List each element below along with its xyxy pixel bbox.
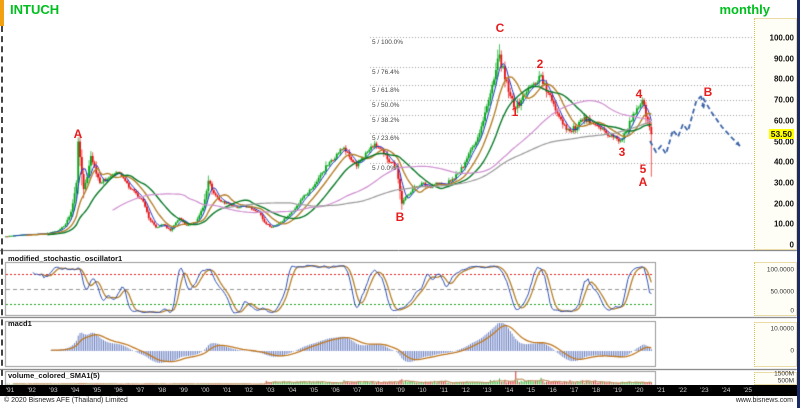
year-label: '93 bbox=[49, 387, 58, 394]
time-axis[interactable]: '91 '92 '93 '94 '95 '96 '97 '98 '99 '00 '01 '02 '03 '… bbox=[0, 385, 797, 396]
price-tick: 50.00 bbox=[773, 137, 794, 146]
price-tick: 20.00 bbox=[773, 199, 794, 209]
wave-label-C: C bbox=[495, 21, 505, 35]
volume-scale-tick: 1500M bbox=[774, 370, 794, 378]
macd-scale[interactable] bbox=[754, 322, 797, 367]
volume-panel-label: volume_colored_SMA1(5) bbox=[8, 370, 100, 380]
symbol-title: INTUCH bbox=[10, 2, 60, 17]
year-label: '91 bbox=[5, 387, 15, 394]
year-label: '04 bbox=[287, 387, 297, 394]
wave-label-4: 4 bbox=[635, 87, 643, 101]
window-corner-accent bbox=[0, 0, 4, 26]
price-tick: 100.00 bbox=[769, 33, 794, 43]
fibonacci-level-label: 5 / 61.8% bbox=[372, 87, 400, 95]
wave-label-B: B bbox=[703, 85, 713, 99]
stochastic-scale-tick: 0 bbox=[790, 307, 794, 315]
copyright-text: © 2020 Bisnews AFE (Thailand) Limited bbox=[4, 397, 128, 404]
year-label: '10 bbox=[418, 387, 427, 394]
year-label: '98 bbox=[157, 387, 167, 394]
window-right-border bbox=[797, 0, 800, 408]
stochastic-scale[interactable] bbox=[754, 262, 797, 316]
year-label: '11 bbox=[440, 387, 448, 394]
year-label: '06 bbox=[331, 387, 340, 394]
year-label: '15 bbox=[526, 387, 536, 394]
year-label: '23 bbox=[700, 387, 709, 394]
year-label: '00 bbox=[201, 387, 210, 394]
interval-label: monthly bbox=[719, 2, 770, 17]
macd-scale-tick: 0 bbox=[790, 347, 794, 355]
price-tick: 60.00 bbox=[773, 116, 794, 126]
year-label: '95 bbox=[92, 387, 102, 394]
year-label: '08 bbox=[374, 387, 384, 394]
wave-label-5: 5 bbox=[639, 162, 647, 176]
wave-label-A: A bbox=[638, 175, 648, 189]
year-label: '94 bbox=[70, 387, 80, 394]
price-tick: 10.00 bbox=[773, 219, 794, 229]
macd-scale-tick: 10.0000 bbox=[770, 325, 795, 333]
last-price-label: 53.50 bbox=[768, 129, 794, 140]
plot-left-border bbox=[1, 26, 3, 386]
price-tick: 90.00 bbox=[773, 54, 794, 64]
year-label: '05 bbox=[309, 387, 319, 394]
price-tick: 70.00 bbox=[773, 95, 794, 105]
year-label: '18 bbox=[591, 387, 601, 394]
stochastic-scale-tick: 50.0000 bbox=[770, 288, 795, 296]
year-label: '19 bbox=[613, 387, 622, 394]
website-link[interactable]: www.bisnews.com bbox=[735, 397, 793, 404]
year-label: '03 bbox=[266, 387, 275, 394]
year-label: '13 bbox=[483, 387, 492, 394]
volume-scale-tick: 500M bbox=[777, 377, 794, 385]
year-label: '92 bbox=[27, 387, 36, 394]
fibonacci-level-label: 5 / 76.4% bbox=[372, 68, 400, 76]
year-label: '12 bbox=[461, 387, 470, 394]
price-tick: 0 bbox=[789, 240, 794, 250]
price-tick: 40.00 bbox=[773, 157, 794, 167]
year-label: '25 bbox=[743, 387, 753, 394]
year-label: '17 bbox=[569, 387, 579, 394]
volume-scale[interactable] bbox=[754, 372, 797, 385]
fibonacci-level-label: 5 / 23.6% bbox=[372, 135, 400, 143]
price-tick: 80.00 bbox=[773, 74, 794, 84]
year-label: '14 bbox=[504, 387, 514, 394]
year-label: '97 bbox=[135, 387, 145, 394]
wave-label-A: A bbox=[73, 127, 83, 141]
year-label: '02 bbox=[244, 387, 253, 394]
year-label: '09 bbox=[396, 387, 405, 394]
fibonacci-level-label: 5 / 50.0% bbox=[372, 102, 400, 110]
status-bar: © 2020 Bisnews AFE (Thailand) Limited ww… bbox=[0, 396, 797, 408]
year-label: '22 bbox=[678, 387, 687, 394]
fibonacci-level-label: 5 / 100.0% bbox=[372, 39, 404, 47]
fibonacci-level-label: 5 / 0.0% bbox=[372, 165, 396, 173]
stochastic-panel-label: modified_stochastic_oscillator1 bbox=[8, 254, 123, 263]
wave-label-B: B bbox=[395, 210, 405, 224]
wave-label-2: 2 bbox=[536, 57, 544, 71]
year-label: '07 bbox=[352, 387, 362, 394]
fibonacci-level-label: 5 / 38.2% bbox=[372, 116, 400, 124]
macd-panel-label: macd1 bbox=[8, 319, 32, 328]
year-label: '96 bbox=[114, 387, 123, 394]
stochastic-scale-tick: 100.0000 bbox=[766, 266, 794, 274]
year-label: '20 bbox=[635, 387, 644, 394]
wave-label-1: 1 bbox=[511, 105, 519, 119]
wave-label-3: 3 bbox=[618, 145, 626, 159]
year-label: '24 bbox=[721, 387, 731, 394]
year-label: '99 bbox=[179, 387, 188, 394]
price-tick: 30.00 bbox=[773, 178, 794, 188]
year-label: '16 bbox=[548, 387, 557, 394]
year-label: '01 bbox=[222, 387, 232, 394]
year-label: '21 bbox=[656, 387, 666, 394]
